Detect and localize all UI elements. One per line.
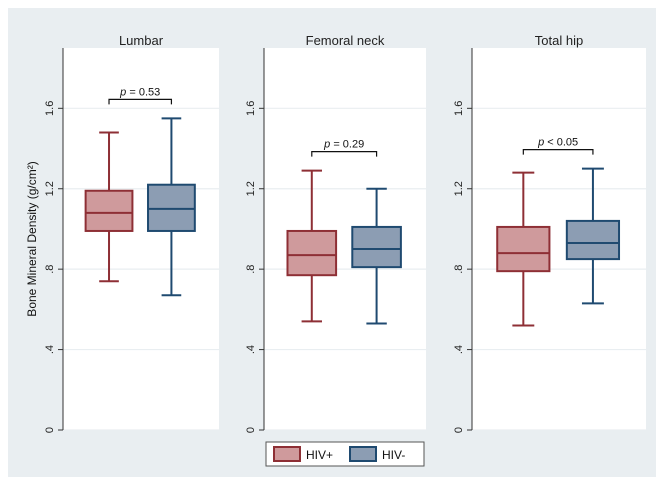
legend-label: HIV- (382, 448, 405, 462)
y-tick-label: 1.6 (44, 101, 56, 116)
y-tick-label: .4 (245, 345, 257, 354)
p-value-annotation: p = 0.53 (119, 86, 160, 98)
panel-plot-area (63, 48, 219, 430)
y-tick-label: .4 (44, 345, 56, 354)
p-value-text: < 0.05 (544, 137, 578, 149)
significance-bracket (108, 98, 173, 105)
box-HIV-neg (351, 225, 402, 269)
y-tick-label: 0 (453, 427, 465, 433)
legend-label: HIV+ (306, 448, 333, 462)
p-value-text: = 0.29 (330, 139, 364, 151)
box-HIV-neg (565, 219, 621, 261)
y-tick-label: .8 (44, 265, 56, 274)
legend-swatch-hiv-neg (349, 446, 377, 462)
p-value-text: = 0.53 (126, 86, 160, 98)
significance-bracket (522, 149, 594, 155)
p-value-annotation: p < 0.05 (537, 137, 578, 149)
p-value-annotation: p = 0.29 (323, 139, 364, 151)
significance-bracket (311, 151, 378, 157)
box-HIV-pos (496, 225, 551, 273)
box-HIV-pos (84, 189, 134, 232)
legend-swatch-hiv-pos (273, 446, 301, 462)
y-tick-label: .8 (245, 265, 257, 274)
p-symbol: p (537, 137, 544, 149)
p-symbol: p (119, 86, 126, 98)
box-HIV-pos (286, 229, 338, 277)
panel-title: Total hip (535, 33, 583, 48)
y-tick-label: 1.2 (245, 181, 257, 196)
panel-title: Femoral neck (306, 33, 385, 48)
y-tick-label: .8 (453, 265, 465, 274)
p-symbol: p (323, 139, 330, 151)
y-tick-label: 1.2 (453, 181, 465, 196)
y-tick-label: .4 (453, 345, 465, 354)
y-tick-label: 1.2 (44, 181, 56, 196)
y-tick-label: 0 (44, 427, 56, 433)
y-axis-label: Bone Mineral Density (g/cm²) (25, 161, 39, 316)
y-tick-label: 1.6 (245, 101, 257, 116)
panel-title: Lumbar (119, 33, 164, 48)
y-tick-label: 0 (245, 427, 257, 433)
y-tick-label: 1.6 (453, 101, 465, 116)
box-HIV-neg (147, 183, 196, 232)
